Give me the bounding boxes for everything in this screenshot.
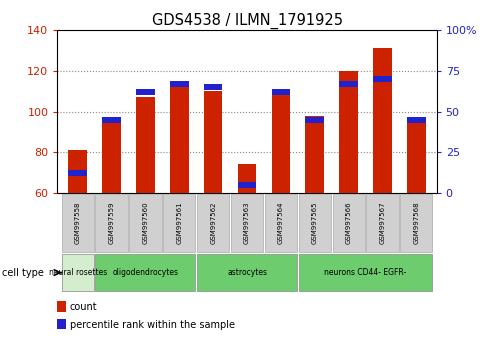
Bar bbox=[68, 170, 87, 177]
Bar bbox=[170, 81, 189, 87]
Bar bbox=[95, 254, 196, 291]
Text: percentile rank within the sample: percentile rank within the sample bbox=[70, 320, 235, 330]
Text: GSM997561: GSM997561 bbox=[176, 202, 182, 244]
Bar bbox=[339, 81, 358, 87]
Text: GSM997558: GSM997558 bbox=[75, 202, 81, 244]
Bar bbox=[136, 89, 155, 95]
Text: GSM997562: GSM997562 bbox=[210, 202, 216, 244]
Bar bbox=[102, 116, 121, 123]
Bar bbox=[373, 48, 392, 193]
Title: GDS4538 / ILMN_1791925: GDS4538 / ILMN_1791925 bbox=[152, 12, 342, 29]
Bar bbox=[339, 71, 358, 193]
Bar bbox=[407, 120, 426, 193]
Bar bbox=[407, 116, 426, 123]
Bar bbox=[305, 116, 324, 123]
Bar bbox=[298, 194, 331, 252]
Text: GSM997559: GSM997559 bbox=[109, 202, 115, 244]
Bar bbox=[68, 150, 87, 193]
Text: cell type: cell type bbox=[2, 268, 44, 278]
Text: GSM997565: GSM997565 bbox=[312, 202, 318, 244]
Text: astrocytes: astrocytes bbox=[227, 268, 267, 277]
Bar bbox=[332, 194, 365, 252]
Text: oligodendrocytes: oligodendrocytes bbox=[112, 268, 179, 277]
Bar bbox=[197, 254, 297, 291]
Text: neural rosettes: neural rosettes bbox=[48, 268, 107, 277]
Bar bbox=[305, 115, 324, 193]
Bar bbox=[204, 91, 223, 193]
Bar bbox=[136, 97, 155, 193]
Bar bbox=[271, 93, 290, 193]
Bar bbox=[61, 194, 94, 252]
Bar bbox=[170, 83, 189, 193]
Text: neurons CD44- EGFR-: neurons CD44- EGFR- bbox=[324, 268, 407, 277]
Text: GSM997563: GSM997563 bbox=[244, 202, 250, 244]
Bar bbox=[61, 254, 94, 291]
Bar bbox=[204, 84, 223, 90]
Bar bbox=[400, 194, 433, 252]
Bar bbox=[366, 194, 399, 252]
Bar bbox=[197, 194, 229, 252]
Bar bbox=[238, 164, 256, 193]
Bar bbox=[238, 182, 256, 188]
Bar bbox=[231, 194, 263, 252]
Text: GSM997566: GSM997566 bbox=[346, 202, 352, 244]
Bar bbox=[265, 194, 297, 252]
Text: count: count bbox=[70, 302, 97, 312]
Text: GSM997567: GSM997567 bbox=[379, 202, 385, 244]
Bar bbox=[271, 89, 290, 95]
Text: GSM997560: GSM997560 bbox=[142, 202, 148, 244]
Bar bbox=[298, 254, 433, 291]
Bar bbox=[163, 194, 196, 252]
Text: GSM997568: GSM997568 bbox=[413, 202, 419, 244]
Bar bbox=[95, 194, 128, 252]
Bar bbox=[102, 120, 121, 193]
Text: GSM997564: GSM997564 bbox=[278, 202, 284, 244]
Bar bbox=[129, 194, 162, 252]
Bar bbox=[373, 76, 392, 82]
